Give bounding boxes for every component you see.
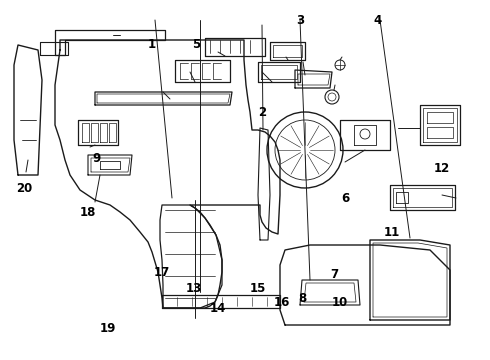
Text: 11: 11 [384,225,400,239]
Text: 15: 15 [250,282,266,294]
Text: 3: 3 [296,14,304,27]
Text: 2: 2 [258,105,266,118]
Text: 18: 18 [80,206,96,219]
Text: 1: 1 [148,37,156,50]
Text: 20: 20 [16,181,32,194]
Text: 10: 10 [332,296,348,309]
Text: 4: 4 [374,14,382,27]
Text: 12: 12 [434,162,450,175]
Text: 13: 13 [186,282,202,294]
Text: 19: 19 [100,321,116,334]
Text: 14: 14 [210,302,226,315]
Text: 8: 8 [298,292,306,305]
Text: 17: 17 [154,266,170,279]
Text: 16: 16 [274,296,290,309]
Text: 9: 9 [92,152,100,165]
Text: 7: 7 [330,269,338,282]
Text: 6: 6 [341,192,349,204]
Text: 5: 5 [192,37,200,50]
